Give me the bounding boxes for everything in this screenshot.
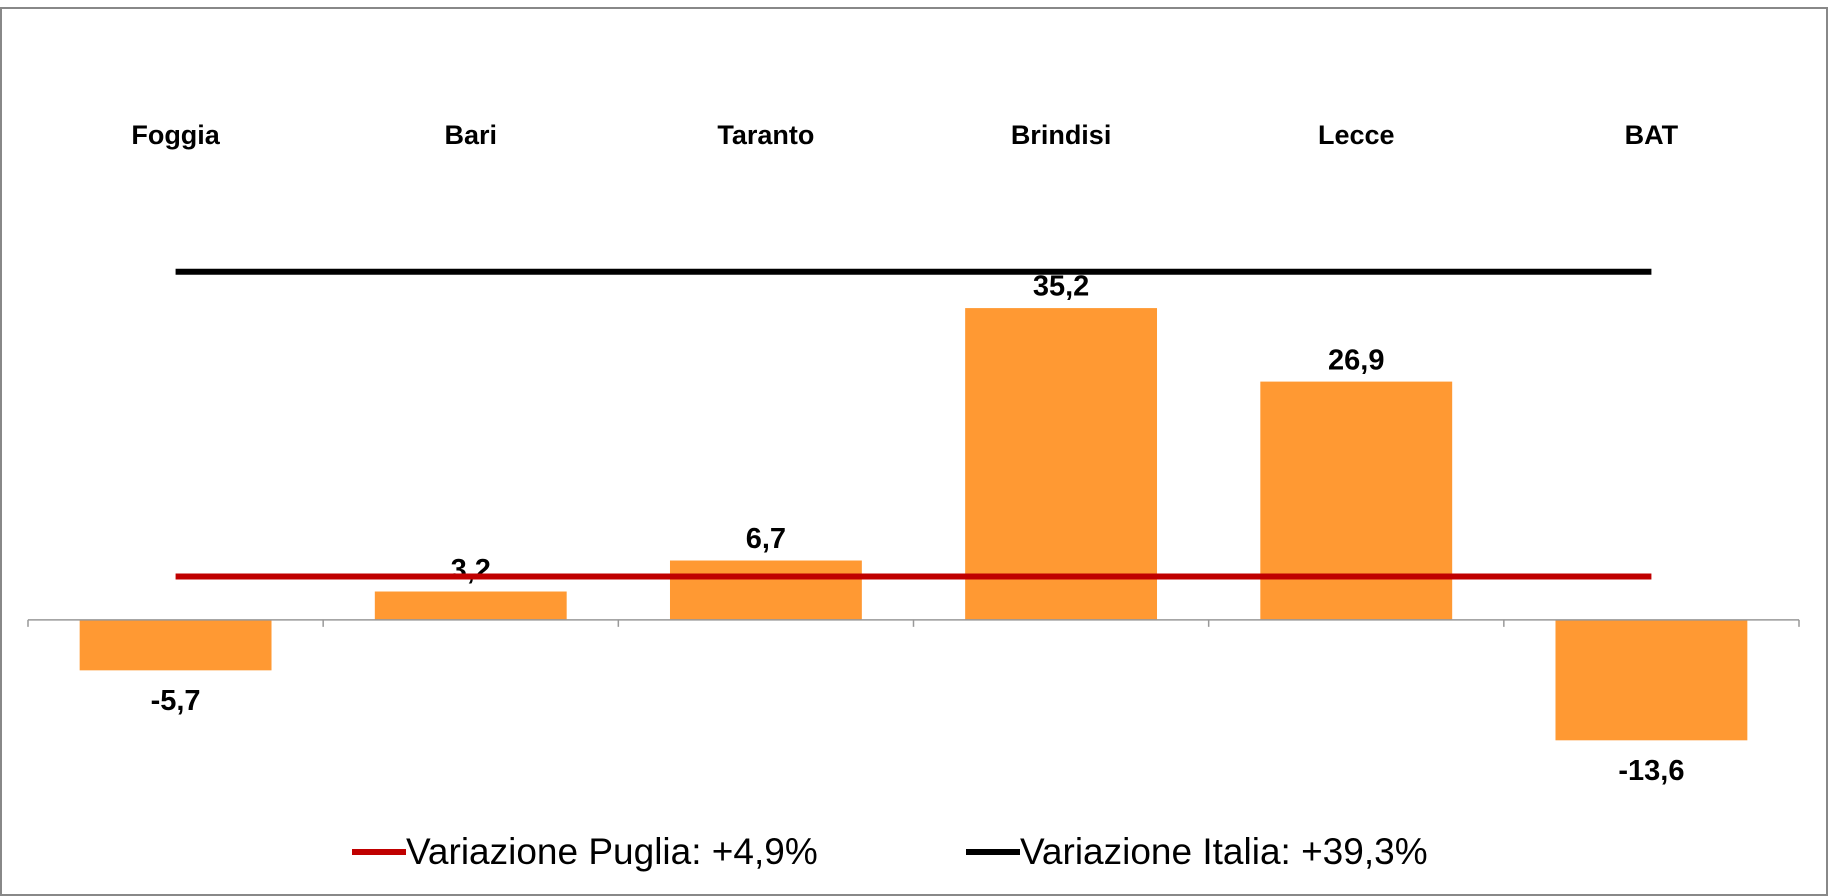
value-label: -13,6	[1618, 755, 1684, 787]
category-label: BAT	[1625, 120, 1679, 150]
bar	[79, 619, 272, 671]
category-label: Taranto	[717, 120, 814, 150]
bar	[374, 591, 567, 620]
category-label: Foggia	[131, 120, 220, 150]
bar	[669, 560, 862, 620]
value-label: 35,2	[1033, 271, 1089, 303]
value-label: 26,9	[1328, 344, 1384, 376]
value-label: 3,2	[451, 554, 491, 586]
value-label: -5,7	[151, 685, 201, 717]
bar	[1555, 619, 1748, 741]
category-label: Brindisi	[1011, 120, 1112, 150]
category-label: Lecce	[1318, 120, 1395, 150]
legend-label: Variazione Italia: +39,3%	[1020, 831, 1428, 872]
chart-border	[0, 7, 1828, 896]
category-label: Bari	[444, 120, 497, 150]
bar	[965, 308, 1158, 620]
bar	[1260, 381, 1453, 620]
value-label: 6,7	[746, 523, 786, 555]
legend-label: Variazione Puglia: +4,9%	[406, 831, 818, 872]
